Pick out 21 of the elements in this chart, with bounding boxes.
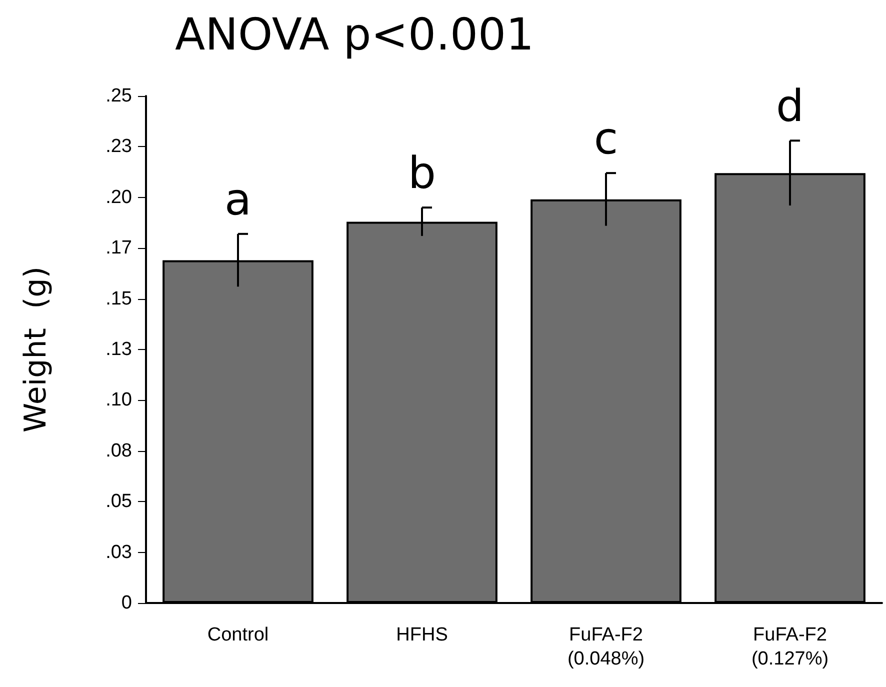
annotation: a	[224, 174, 252, 226]
y-axis-title: Weight (g)	[18, 266, 54, 433]
annotation: c	[594, 114, 618, 165]
y-tick-label: .08	[106, 440, 132, 462]
x-tick-label: Control	[207, 624, 269, 646]
chart-title: ANOVA p<0.001	[175, 10, 534, 60]
y-tick-label: .03	[106, 542, 132, 563]
y-tick-label: .25	[106, 86, 132, 106]
annotation: d	[776, 81, 804, 132]
x-tick-label: FuFA-F2 (0.048%)	[567, 624, 645, 670]
annotation: b	[408, 148, 436, 200]
y-tick-label: .17	[106, 238, 132, 259]
y-tick-label: .05	[106, 491, 132, 512]
x-tick-label: HFHS	[396, 624, 448, 646]
y-tick-label: .20	[106, 186, 132, 208]
x-tick-label: FuFA-F2 (0.127%)	[751, 624, 829, 670]
y-tick-label: .13	[106, 339, 132, 360]
y-tick-label: .15	[106, 288, 132, 310]
y-tick-label: 0	[121, 592, 132, 614]
y-tick-label: .10	[106, 390, 132, 411]
y-tick-label: .23	[106, 136, 132, 158]
